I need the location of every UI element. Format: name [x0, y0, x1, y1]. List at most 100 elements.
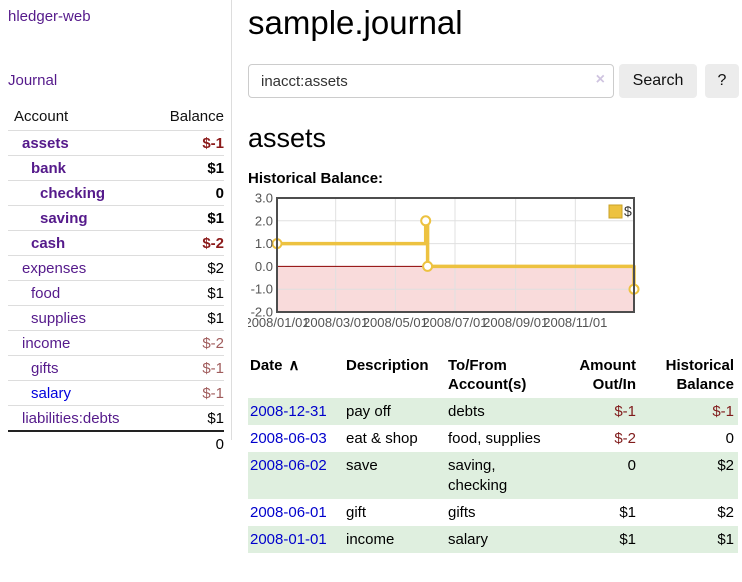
- register-cell-description: save: [346, 456, 378, 474]
- account-balance: $-1: [153, 130, 224, 156]
- x-axis-tick-label: 2008/09/01: [483, 315, 548, 330]
- register-cell-balance: $-1: [712, 402, 734, 420]
- account-row: saving $1: [8, 205, 224, 231]
- register-cell-accounts: saving, checking: [448, 456, 508, 494]
- search-button[interactable]: Search: [619, 64, 697, 98]
- chart-svg: $3.0 2.0 1.0 0.0 -1.0 -2.02008/01/012008/03/0…: [244, 191, 640, 330]
- main-content: sample.journal × Search ? assets Histori…: [244, 0, 742, 553]
- register-cell-amount: 0: [627, 456, 636, 474]
- transaction-date-link[interactable]: 2008-01-01: [250, 530, 327, 548]
- register-cell-date: 2008-06-01: [248, 499, 344, 526]
- account-link-assets[interactable]: assets: [22, 134, 69, 152]
- balance-header-line1: Historical: [665, 357, 734, 374]
- register-row: 2008-06-02 save saving, checking 0 $2: [248, 452, 738, 499]
- account-link-supplies[interactable]: supplies: [31, 309, 87, 327]
- account-balance: $1: [153, 405, 224, 431]
- register-cell-accounts: salary: [448, 530, 489, 548]
- account-balance: $1: [153, 280, 224, 306]
- account-link-gifts[interactable]: gifts: [31, 359, 59, 377]
- account-balance: 0: [153, 180, 224, 206]
- sort-ascending-icon: ∧: [288, 357, 300, 374]
- chart-title: Historical Balance:: [248, 170, 384, 187]
- y-axis-tick-label: 0.0: [255, 259, 273, 274]
- search-input[interactable]: [248, 64, 614, 98]
- plot-border: [276, 197, 635, 313]
- x-axis-tick-label: 2008/03/01: [303, 315, 368, 330]
- account-link-cash[interactable]: cash: [31, 234, 66, 252]
- account-link-saving[interactable]: saving: [40, 209, 88, 227]
- account-balance: $-1: [153, 380, 224, 406]
- account-balance: $2: [153, 255, 224, 281]
- account-link-food[interactable]: food: [31, 284, 61, 302]
- account-row: salary $-1: [8, 380, 224, 406]
- transaction-date-link[interactable]: 2008-06-01: [250, 503, 327, 521]
- register-header-date[interactable]: Date ∧: [248, 352, 344, 398]
- app-title-link[interactable]: hledger-web: [8, 8, 91, 25]
- date-header-label: Date: [250, 357, 283, 374]
- account-row: assets $-1: [8, 130, 224, 156]
- search-input-wrap: ×: [248, 64, 614, 98]
- historical-balance-chart[interactable]: $3.0 2.0 1.0 0.0 -1.0 -2.0 2008/01/01 2008/03/0…: [244, 190, 742, 340]
- register-header-description: Description: [346, 357, 429, 374]
- register-cell-amount: $1: [619, 503, 636, 521]
- data-point-marker: [420, 215, 432, 227]
- account-link-checking[interactable]: checking: [40, 184, 106, 202]
- accounts-total-spacer: [8, 430, 154, 457]
- account-row: cash $-2: [8, 230, 224, 256]
- register-cell-amount: $1: [619, 530, 636, 548]
- register-header-row: Date ∧ Description To/From Account(s) Amo…: [248, 352, 738, 398]
- account-link-expenses[interactable]: expenses: [22, 259, 87, 277]
- sidebar: hledger-web Journal Account Balance asse…: [0, 0, 232, 457]
- y-axis-tick-label: 2.0: [255, 213, 273, 228]
- y-axis-tick-label: -2.0: [251, 305, 273, 320]
- register-cell-balance: 0: [725, 429, 734, 447]
- register-cell-date: 2008-06-03: [248, 425, 344, 452]
- x-axis-tick-label: 2008/05/01: [363, 315, 428, 330]
- x-axis-tick-label: 2008/11/01: [543, 315, 607, 330]
- account-link-income[interactable]: income: [22, 334, 71, 352]
- legend-label: $: [624, 203, 632, 219]
- account-link-salary[interactable]: salary: [31, 384, 72, 402]
- clear-search-icon[interactable]: ×: [595, 71, 605, 88]
- account-link-liabilities-debts[interactable]: liabilities:debts: [22, 409, 120, 427]
- legend-swatch: [608, 204, 623, 219]
- register-cell-balance: $1: [717, 530, 734, 548]
- register-cell-date: 2008-06-02: [248, 452, 344, 499]
- register-cell-accounts: debts: [448, 402, 485, 420]
- account-balance: $-2: [153, 230, 224, 256]
- account-link-bank[interactable]: bank: [31, 159, 67, 177]
- register-cell-description: eat & shop: [346, 429, 418, 447]
- account-row: checking 0: [8, 180, 224, 206]
- accounts-header-line1: To/From: [448, 357, 507, 374]
- amount-header-line2: Out/In: [592, 376, 636, 393]
- amount-header-line1: Amount: [579, 357, 636, 374]
- page-title: sample.journal: [248, 4, 463, 41]
- register-cell-accounts: gifts: [448, 503, 476, 521]
- account-row: bank $1: [8, 155, 224, 181]
- sidebar-item-journal[interactable]: Journal: [8, 72, 58, 89]
- balance-header-line2: Balance: [676, 376, 734, 393]
- x-axis-tick-label: 2008/01/01: [248, 315, 310, 330]
- register-cell-date: 2008-12-31: [248, 398, 344, 425]
- accounts-header-row: Account Balance: [8, 108, 224, 131]
- transaction-date-link[interactable]: 2008-06-03: [250, 429, 327, 447]
- accounts-header-line2: Account(s): [448, 376, 527, 393]
- account-balance: $1: [153, 155, 224, 181]
- help-button[interactable]: ?: [705, 64, 739, 98]
- register-row: 2008-12-31 pay off debts $-1 $-1: [248, 398, 738, 425]
- register-cell-description: pay off: [346, 402, 391, 420]
- accounts-header-account: Account: [14, 108, 69, 125]
- register-cell-amount: $-1: [614, 402, 636, 420]
- account-row: expenses $2: [8, 255, 224, 281]
- register-cell-amount: $-2: [614, 429, 636, 447]
- accounts-header-balance: Balance: [169, 108, 224, 125]
- register-cell-date: 2008-01-01: [248, 526, 344, 553]
- transaction-date-link[interactable]: 2008-12-31: [250, 402, 327, 420]
- accounts-table: Account Balance assets $-1 bank $1 checking 0…: [8, 108, 224, 457]
- account-balance: $1: [153, 305, 224, 331]
- register-row: 2008-01-01 income salary $1 $1: [248, 526, 738, 553]
- register-row: 2008-06-03 eat & shop food, supplies $-2 0: [248, 425, 738, 452]
- transaction-date-link[interactable]: 2008-06-02: [250, 456, 327, 474]
- register-cell-balance: $2: [717, 456, 734, 474]
- register-table: Date ∧ Description To/From Account(s) Amo…: [248, 352, 738, 553]
